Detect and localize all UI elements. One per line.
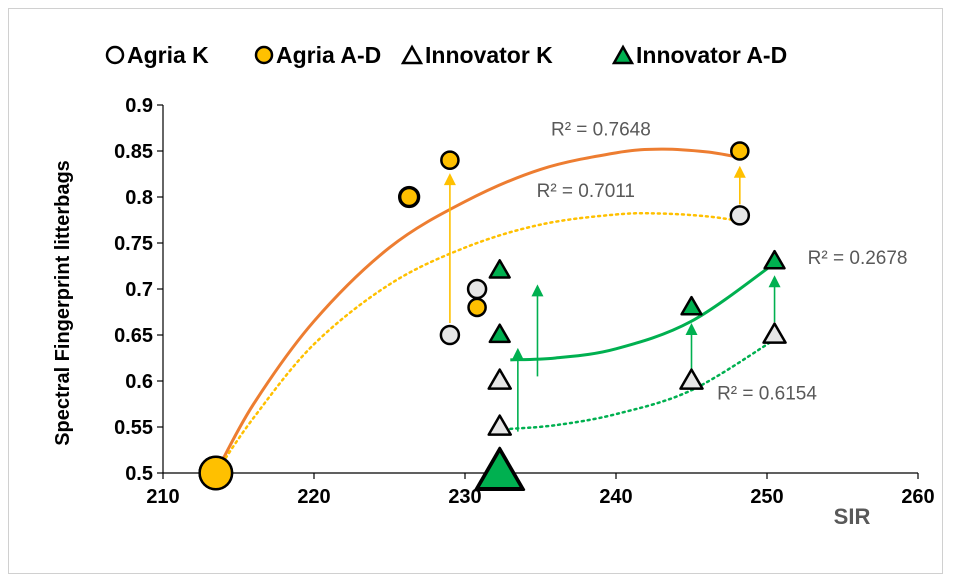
x-tick-label: 230 <box>448 486 481 508</box>
arrow-head <box>531 284 544 297</box>
innovator-a-d-point <box>680 295 703 316</box>
r2-label-1: R² = 0.7011 <box>537 181 635 202</box>
x-tick-label: 250 <box>750 486 783 508</box>
y-tick-label: 0.65 <box>114 325 153 347</box>
y-tick-label: 0.55 <box>114 417 153 439</box>
legend-innovator-k-marker <box>400 44 424 65</box>
arrow-4 <box>685 323 698 370</box>
arrow-head <box>511 347 524 360</box>
trendline-0 <box>214 147 741 474</box>
innovator-a-d-point <box>488 259 511 279</box>
x-tick-label: 260 <box>901 486 934 508</box>
y-tick-label: 0.5 <box>125 463 153 485</box>
legend-agria-ad-marker <box>254 45 274 65</box>
legend-agria-k-label: Agria K <box>127 42 209 68</box>
arrow-5 <box>768 275 781 323</box>
innovator-k-point <box>762 322 787 344</box>
arrows <box>443 165 781 432</box>
data-points <box>198 141 787 491</box>
x-tick-label: 220 <box>297 486 330 508</box>
x-tick-label: 240 <box>599 486 632 508</box>
y-tick-label: 0.6 <box>125 371 153 393</box>
tick-labels: 0.5 0.55 0.6 0.65 0.7 0.75 0.8 0.85 0.9 210 220 230… <box>114 95 935 508</box>
innovator-k-point <box>679 368 704 390</box>
agria-k-point <box>439 324 461 346</box>
arrow-head <box>768 275 781 288</box>
trendline-2 <box>510 262 776 362</box>
y-tick-label: 0.75 <box>114 233 153 255</box>
arrow-1 <box>733 165 746 205</box>
trendline-1 <box>214 211 742 475</box>
legend-innovator-k-label: Innovator K <box>425 42 553 68</box>
r2-label-0: R² = 0.7648 <box>551 119 651 140</box>
innovator-k-point <box>487 368 512 390</box>
legend-agria-k-marker <box>105 45 125 65</box>
r2-label-3: R² = 0.6154 <box>717 383 817 404</box>
r2-label-2: R² = 0.2678 <box>808 248 908 269</box>
y-axis-label: Spectral Fingerprint litterbags <box>52 160 74 446</box>
agria-a-d-point <box>398 186 420 208</box>
innovator-k-point <box>487 414 512 436</box>
legend-innovator-ad-label: Innovator A-D <box>636 42 787 68</box>
legend-agria-ad-label: Agria A-D <box>276 42 381 68</box>
agria-a-d-point <box>198 455 234 491</box>
axes <box>157 104 919 479</box>
legend: Agria K Agria A-D Innovator K Innovator … <box>105 42 787 68</box>
legend-innovator-ad-marker <box>611 44 635 65</box>
agria-a-d-point <box>467 297 487 318</box>
trendline-3 <box>509 338 776 431</box>
agria-k-point <box>729 205 751 226</box>
r-squared-labels: R² = 0.7648 R² = 0.7011 R² = 0.2678 R² = 0.… <box>537 119 908 404</box>
innovator-a-d-point <box>763 249 786 270</box>
agria-a-d-point <box>440 150 460 170</box>
y-tick-label: 0.9 <box>125 95 153 117</box>
y-tick-label: 0.85 <box>114 141 153 163</box>
arrow-head <box>443 173 456 186</box>
x-axis-label: SIR <box>834 504 871 529</box>
y-tick-label: 0.7 <box>125 279 153 301</box>
arrow-head <box>733 165 746 178</box>
y-tick-label: 0.8 <box>125 187 153 209</box>
arrow-3 <box>531 284 544 377</box>
agria-k-point <box>466 278 488 300</box>
arrow-head <box>685 323 698 336</box>
arrow-0 <box>443 173 456 324</box>
trendlines <box>214 147 776 475</box>
innovator-a-d-point <box>476 448 523 490</box>
agria-a-d-point <box>730 141 750 161</box>
arrow-2 <box>511 347 524 432</box>
innovator-a-d-point <box>488 323 511 344</box>
x-tick-label: 210 <box>146 486 179 508</box>
